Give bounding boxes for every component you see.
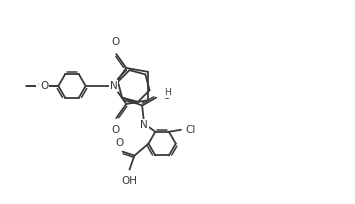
Text: O: O: [115, 137, 124, 148]
Text: O: O: [40, 81, 49, 91]
Text: O: O: [111, 37, 119, 47]
Text: O: O: [162, 91, 170, 101]
Text: OH: OH: [121, 176, 137, 186]
Text: O: O: [111, 125, 119, 135]
Text: H: H: [164, 88, 171, 97]
Text: Cl: Cl: [185, 125, 195, 135]
Text: O: O: [37, 80, 45, 90]
Text: N: N: [110, 81, 118, 91]
Text: N: N: [140, 120, 148, 130]
